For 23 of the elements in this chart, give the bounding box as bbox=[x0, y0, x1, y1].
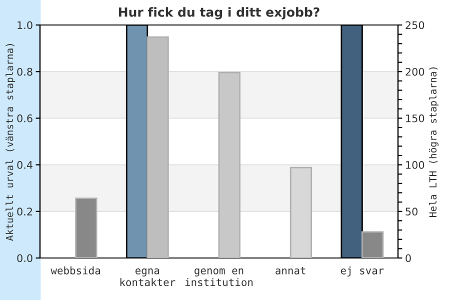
y-tick-label: 0.6 bbox=[17, 114, 32, 122]
y-tick-label: 0.0 bbox=[17, 254, 32, 262]
chart-title: Hur fick du tag i ditt exjobb? bbox=[118, 7, 320, 20]
y2-tick-label: 100 bbox=[406, 161, 424, 169]
bar bbox=[218, 72, 240, 258]
x-tick-label: ej svar bbox=[340, 266, 384, 276]
x-tick-label: egna kontakter bbox=[120, 268, 176, 286]
y2-tick-label: 0 bbox=[406, 254, 411, 262]
y2-tick-label: 150 bbox=[406, 114, 424, 122]
y-tick-label: 0.4 bbox=[17, 161, 32, 169]
x-tick-label: genom en institution bbox=[185, 268, 253, 286]
x-tick-label: webbsida bbox=[50, 266, 100, 274]
bar bbox=[75, 198, 98, 258]
y-tick-label: 1.0 bbox=[18, 21, 32, 30]
y-tick-label: 0.8 bbox=[17, 68, 32, 76]
y-tick-label: 0.2 bbox=[17, 208, 32, 216]
bar bbox=[362, 231, 384, 258]
y2-tick-label: 200 bbox=[406, 68, 424, 76]
y-axis-title: Aktuellt urval (vänstra staplarna) bbox=[6, 44, 16, 241]
y2-tick-label: 50 bbox=[406, 208, 418, 216]
x-tick-label: annat bbox=[276, 266, 306, 274]
y2-axis-title: Hela LTH (högra staplarna) bbox=[428, 67, 439, 217]
y2-tick-label: 250 bbox=[406, 21, 424, 30]
